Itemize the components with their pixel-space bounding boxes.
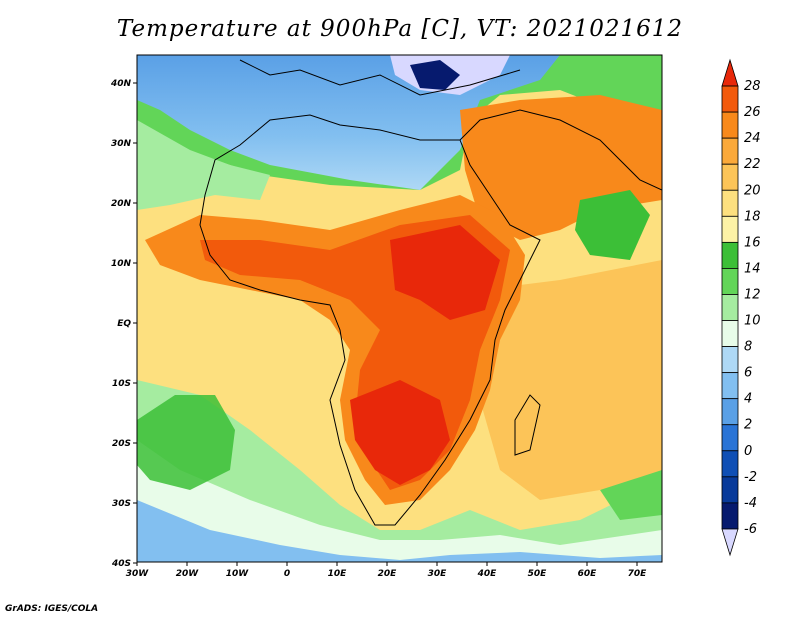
colorbar-segment	[721, 346, 739, 374]
colorbar-label: 4	[744, 392, 752, 407]
lon-label: 10W	[226, 569, 250, 579]
colorbar-label: 6	[744, 366, 752, 381]
lon-label: 30W	[126, 569, 150, 579]
field-east-africa-hottest	[390, 225, 500, 320]
field-south-cold	[137, 440, 662, 562]
colorbar-segment	[721, 189, 739, 217]
map-title: Temperature at 900hPa [C], VT: 202102161…	[116, 16, 684, 42]
colorbar-label: 2	[744, 418, 752, 433]
lat-label: 30N	[111, 139, 132, 149]
colorbar-segment	[721, 268, 739, 295]
madagascar-coastline	[514, 394, 541, 456]
field-sahara-green	[137, 120, 270, 210]
credit-text: GrADS: IGES/COLA	[5, 604, 99, 614]
colorbar-label: -4	[744, 496, 757, 511]
colorbar-segment	[721, 502, 739, 530]
colorbar-segment	[721, 85, 739, 113]
field-cold-aegean	[410, 60, 460, 90]
plot-frame	[136, 54, 663, 563]
lat-label: 30S	[112, 499, 131, 509]
colorbar-segment	[721, 450, 739, 478]
field-arabian-sea-green	[575, 190, 650, 260]
field-atlantic-green	[137, 395, 235, 490]
colorbar-label: 10	[744, 314, 761, 329]
colorbar-label: 20	[744, 183, 761, 198]
colorbar-segment	[721, 58, 739, 87]
colorbar-segment	[721, 528, 739, 557]
colorbar-segment	[721, 215, 739, 243]
colorbar-segment	[721, 241, 739, 269]
colorbar-label: 26	[744, 105, 761, 120]
colorbar-segment	[721, 163, 739, 191]
colorbar-label: -2	[744, 470, 757, 485]
lat-label: 10N	[111, 259, 132, 269]
lon-label: 60E	[578, 569, 598, 579]
coastlines	[199, 59, 662, 526]
field-indian-warm	[480, 260, 662, 500]
temperature-field	[137, 55, 662, 562]
lat-label: 10S	[112, 379, 131, 389]
colorbar-label: 22	[744, 157, 761, 172]
colorbar-label: -6	[744, 522, 757, 537]
lon-label: 70E	[628, 569, 648, 579]
lat-label: 40N	[110, 79, 132, 89]
colorbar-label: 24	[744, 131, 761, 146]
lon-label: 20E	[378, 569, 398, 579]
colorbar-label: 16	[744, 235, 761, 250]
colorbar-segment	[721, 294, 739, 321]
lon-label: 10E	[328, 569, 348, 579]
lat-label: 20N	[111, 199, 132, 209]
colorbar-segment	[721, 320, 739, 347]
colorbar-label: 12	[744, 287, 761, 302]
colorbar-label: 14	[744, 261, 761, 276]
colorbar-label: 18	[744, 209, 761, 224]
colorbar-segment	[721, 372, 739, 400]
lon-label: 40E	[477, 569, 498, 579]
field-south-colder	[137, 500, 662, 562]
lat-label: 20S	[112, 439, 131, 449]
lon-label: 20W	[176, 569, 200, 579]
colorbar-segment	[721, 398, 739, 426]
lon-label: 30E	[428, 569, 448, 579]
colorbar-label: 28	[744, 79, 761, 94]
colorbar-label: 0	[744, 444, 752, 459]
africa-coastline	[199, 114, 541, 526]
colorbar-segment	[721, 424, 739, 452]
field-south-africa-hottest	[350, 380, 450, 485]
axes: 30W 20W 10W 0 10E 20E 30E 40E 50E 60E 70E 40N 30N 20N…	[110, 79, 647, 579]
colorbar-segment	[721, 137, 739, 165]
colorbar-segment	[721, 111, 739, 139]
arabia-coastline	[459, 109, 662, 191]
lat-label: 40S	[111, 559, 131, 569]
colorbar-segment	[721, 476, 739, 504]
europe-coastline	[239, 59, 521, 96]
colorbar-label: 8	[744, 340, 752, 355]
lon-label: 0	[284, 569, 290, 579]
lat-label: EQ	[117, 319, 131, 329]
lon-label: 50E	[528, 569, 548, 579]
